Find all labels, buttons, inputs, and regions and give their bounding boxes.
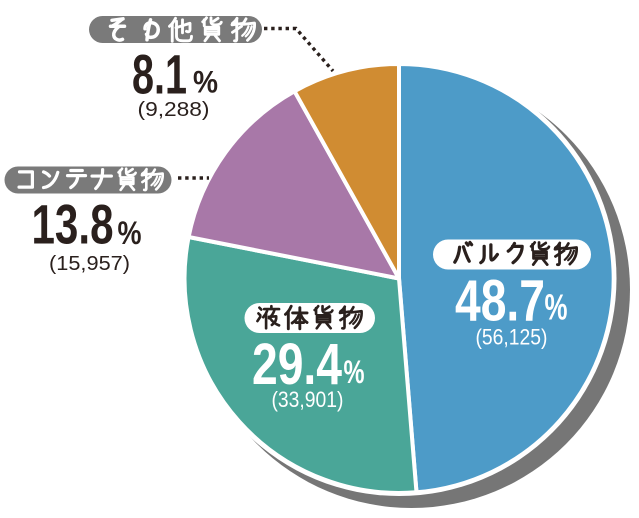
svg-text:48.7: 48.7 <box>455 269 545 334</box>
svg-text:%: % <box>193 64 218 100</box>
svg-text:%: % <box>118 215 142 251</box>
svg-text:(15,957): (15,957) <box>49 252 130 275</box>
svg-text:%: % <box>344 354 365 390</box>
svg-text:(33,901): (33,901) <box>272 387 344 412</box>
svg-text:(56,125): (56,125) <box>476 325 548 350</box>
svg-text:13.8: 13.8 <box>32 193 114 256</box>
svg-text:29.4: 29.4 <box>252 332 342 397</box>
svg-text:8.1: 8.1 <box>132 43 187 106</box>
svg-text:%: % <box>545 287 568 328</box>
svg-text:(9,288): (9,288) <box>138 99 210 121</box>
